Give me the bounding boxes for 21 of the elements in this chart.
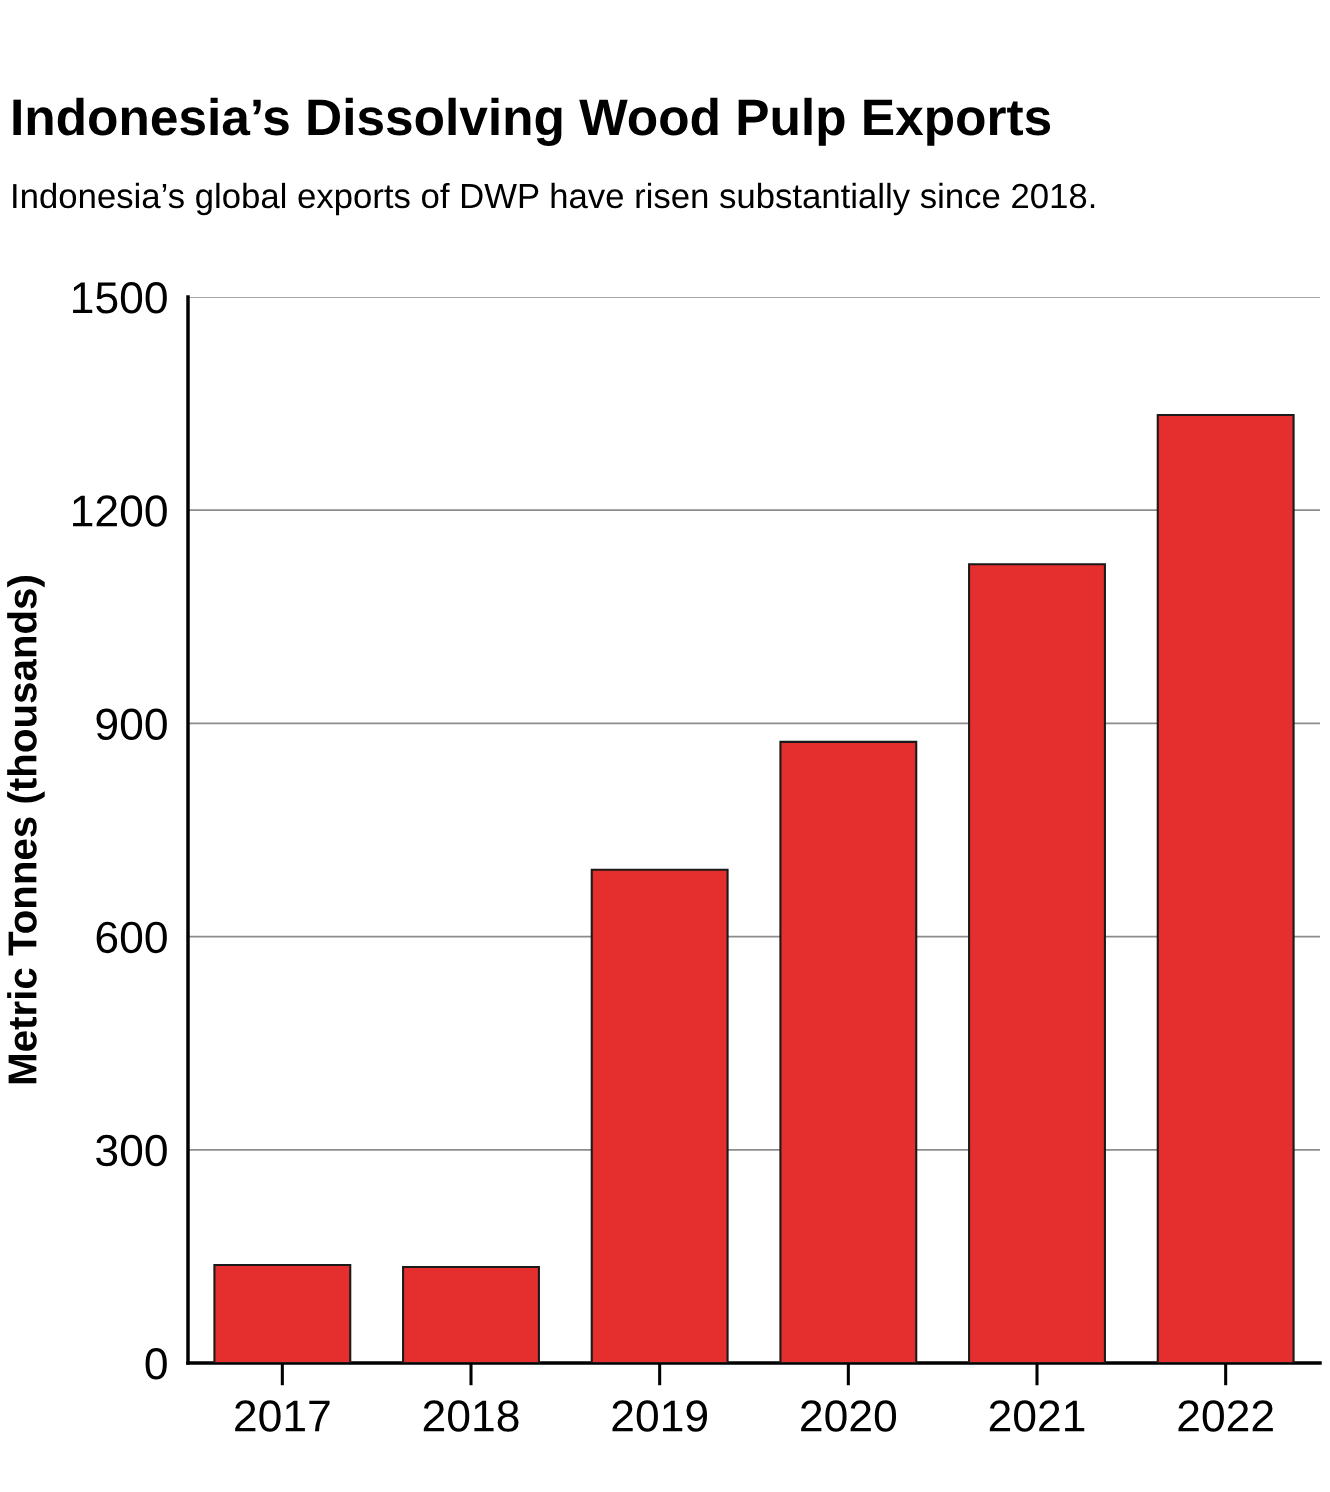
y-tick-label: 300 — [96, 1134, 167, 1167]
chart-subtitle: Indonesia’s global exports of DWP have risen substantially since 2018. — [13, 182, 1095, 216]
x-tick-label: 2019 — [612, 1400, 707, 1432]
bar — [779, 740, 918, 1363]
bar — [402, 1266, 540, 1363]
x-tick-label: 2017 — [235, 1400, 330, 1432]
x-tick-label: 2021 — [989, 1400, 1085, 1432]
y-tick-label: 1500 — [73, 282, 167, 314]
bar — [1156, 413, 1295, 1363]
y-tick-label: 1200 — [73, 495, 167, 527]
y-tick-label: 900 — [96, 708, 167, 740]
y-tick-label: 0 — [145, 1348, 167, 1380]
bar — [968, 563, 1106, 1363]
x-tick-label: 2020 — [801, 1400, 897, 1432]
y-axis-title: Metric Tonnes (thousands) — [7, 576, 45, 1084]
x-tick-label: 2018 — [423, 1400, 519, 1432]
x-tick-label: 2022 — [1178, 1400, 1273, 1432]
chart-title: Indonesia’s Dissolving Wood Pulp Exports — [13, 97, 1051, 146]
bar — [590, 868, 729, 1363]
y-tick-label: 600 — [96, 921, 167, 954]
bar — [213, 1263, 352, 1363]
